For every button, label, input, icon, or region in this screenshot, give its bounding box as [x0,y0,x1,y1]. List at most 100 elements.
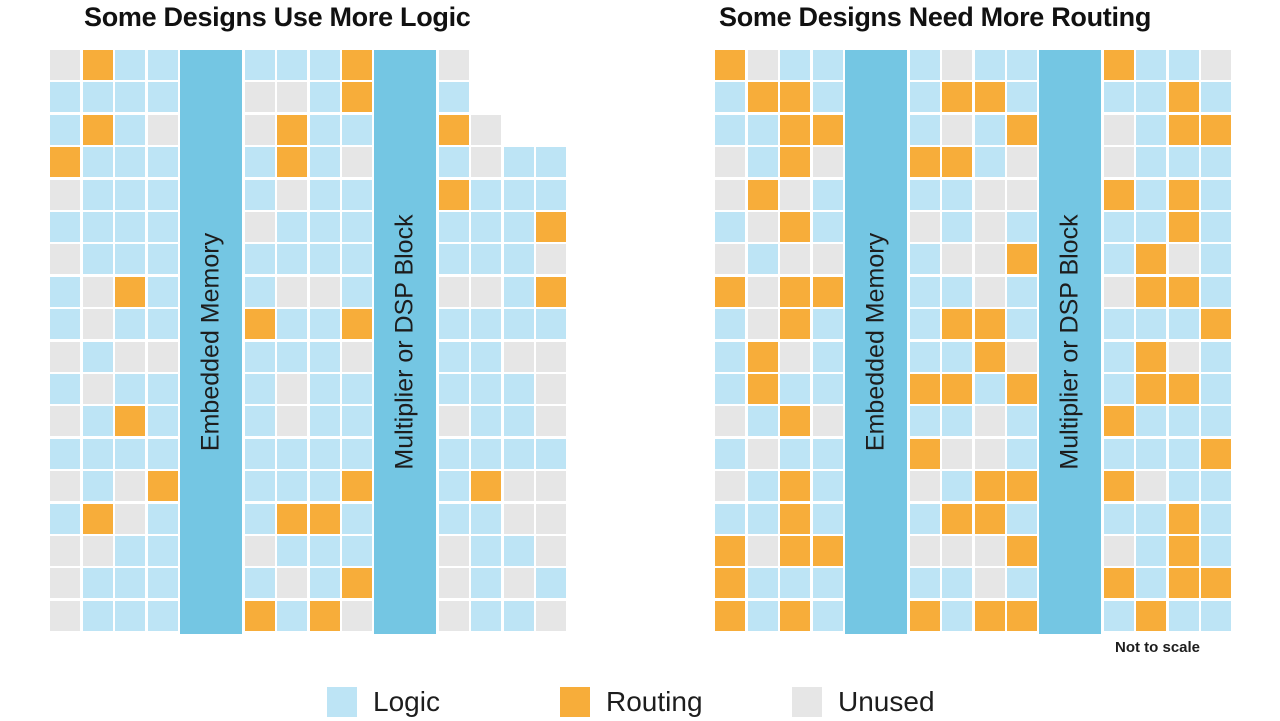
unused-cell [974,438,1005,469]
unused-cell [115,471,145,502]
unused-cell [536,471,566,502]
logic-cell [50,503,80,534]
embedded-memory-block: Embedded Memory [845,50,907,634]
logic-cell [438,244,469,275]
embedded-memory-block: Embedded Memory [180,50,242,634]
logic-cell [1168,147,1199,178]
routing-cell [747,179,778,210]
logic-cell [438,374,469,404]
logic-cell [503,276,534,307]
routing-cell [82,114,113,145]
logic-cell [1007,212,1037,242]
unused-cell [471,147,501,178]
logic-cell [147,600,178,631]
unused-cell [438,536,469,566]
logic-cell [536,309,566,340]
logic-cell [909,244,940,275]
unused-cell [342,147,372,178]
logic-cell [1103,244,1134,275]
logic-cell [536,179,566,210]
dsp-block-label: Multiplier or DSP Block [390,214,419,470]
logic-cell [342,212,372,242]
logic-cell [1103,82,1134,113]
unused-swatch [792,687,822,717]
routing-cell [715,536,745,566]
logic-cell [747,147,778,178]
logic-cell [277,600,307,631]
unused-cell [715,471,745,502]
logic-cell [909,114,940,145]
logic-cell [471,374,501,404]
routing-cell [309,600,340,631]
logic-cell [780,374,810,404]
logic-cell [147,374,178,404]
logic-cell [277,471,307,502]
logic-cell [812,50,843,80]
logic-cell [471,179,501,210]
unused-cell [747,536,778,566]
logic-cell [115,82,145,113]
unused-cell [1168,244,1199,275]
routing-cell [82,503,113,534]
logic-cell [503,406,534,437]
logic-cell [812,600,843,631]
logic-cell [309,536,340,566]
routing-cell [1103,568,1134,599]
routing-cell [277,503,307,534]
logic-cell [309,471,340,502]
logic-cell [1201,82,1231,113]
logic-cell [342,244,372,275]
unused-cell [244,212,275,242]
unused-cell [942,536,972,566]
logic-cell [1201,341,1231,372]
logic-cell [309,114,340,145]
logic-cell [342,536,372,566]
logic-cell [1136,114,1166,145]
logic-cell [909,276,940,307]
logic-cell [715,114,745,145]
logic-cell [503,309,534,340]
logic-cell [1007,568,1037,599]
unused-cell [747,50,778,80]
unused-cell [471,114,501,145]
logic-cell [1103,600,1134,631]
logic-cell [1201,244,1231,275]
routing-cell [715,600,745,631]
routing-cell [780,212,810,242]
unused-cell [82,309,113,340]
routing-cell [780,147,810,178]
unused-cell [909,471,940,502]
logic-cell [1201,536,1231,566]
logic-cell [82,438,113,469]
unused-cell [244,114,275,145]
logic-cell [715,341,745,372]
unused-cell [909,536,940,566]
right-panel: Embedded Memory Multiplier or DSP Block [715,50,1231,634]
unused-cell [974,276,1005,307]
logic-cell [244,244,275,275]
logic-cell [1201,600,1231,631]
logic-cell [471,406,501,437]
right-title: Some Designs Need More Routing [719,2,1152,32]
logic-cell [115,50,145,80]
routing-cell [342,82,372,113]
logic-cell [1201,276,1231,307]
legend-routing-label: Routing [606,686,703,717]
routing-cell [715,50,745,80]
routing-cell [1201,568,1231,599]
logic-cell [715,503,745,534]
routing-cell [1168,82,1199,113]
logic-cell [115,536,145,566]
logic-cell [438,212,469,242]
logic-cell [909,309,940,340]
logic-cell [1007,276,1037,307]
logic-cell [1007,406,1037,437]
unused-cell [471,276,501,307]
unused-cell [780,179,810,210]
unused-cell [1168,341,1199,372]
logic-cell [244,374,275,404]
logic-cell [1168,471,1199,502]
routing-cell [780,114,810,145]
logic-cell [1007,309,1037,340]
unused-cell [909,212,940,242]
